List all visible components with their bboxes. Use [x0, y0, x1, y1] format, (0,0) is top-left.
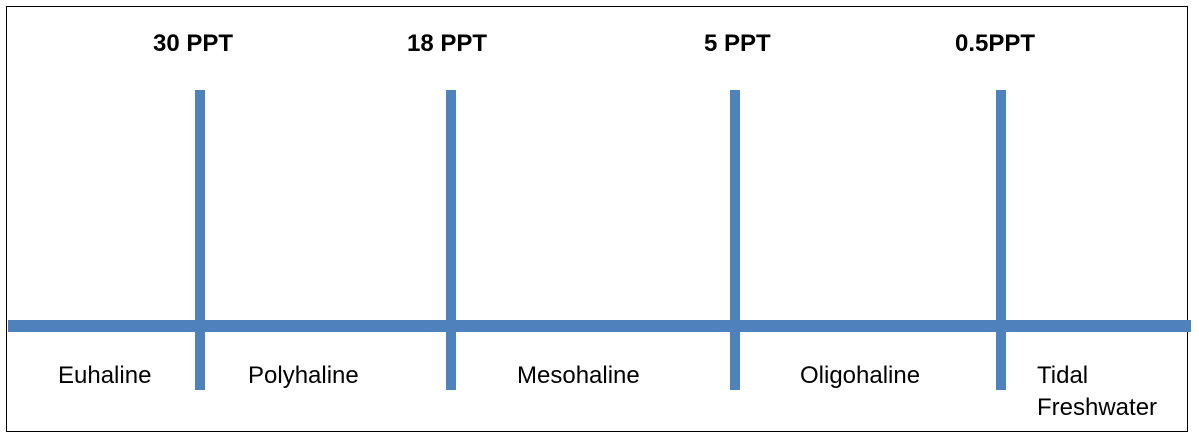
zone-label-euhaline: Euhaline	[58, 362, 152, 389]
salinity-axis-line	[8, 320, 1191, 332]
divider-30ppt	[195, 90, 205, 390]
divider-0-5ppt	[996, 90, 1006, 390]
zone-label-polyhaline: Polyhaline	[248, 362, 359, 389]
divider-18ppt	[446, 90, 456, 390]
zone-label-mesohaline: Mesohaline	[517, 362, 640, 389]
zone-label-oligohaline: Oligohaline	[800, 362, 921, 389]
threshold-label-0-5ppt: 0.5PPT	[955, 30, 1036, 57]
threshold-label-18ppt: 18 PPT	[407, 30, 488, 57]
zone-label-tidal-freshwater: Tidal Freshwater	[1037, 362, 1158, 421]
threshold-label-5ppt: 5 PPT	[704, 30, 771, 57]
threshold-label-30ppt: 30 PPT	[153, 30, 234, 57]
divider-5ppt	[730, 90, 740, 390]
